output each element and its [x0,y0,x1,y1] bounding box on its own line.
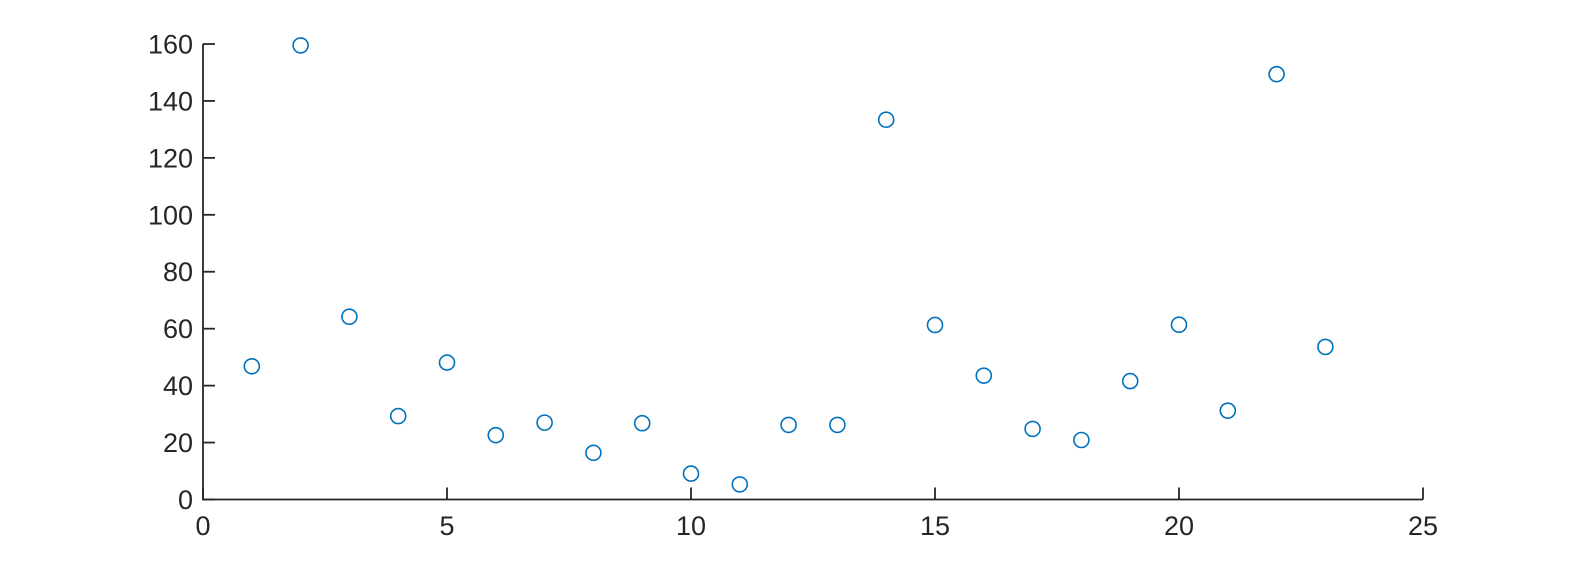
x-tick-label: 15 [920,511,950,541]
y-tick-label: 140 [148,86,193,116]
data-point-marker [1317,338,1334,356]
x-tick-label: 5 [439,511,454,541]
axis-spine [202,44,1423,501]
data-point-marker [1121,372,1139,390]
y-tick-label: 120 [148,143,193,173]
data-point-marker [1073,431,1090,449]
data-point-marker [487,426,505,444]
data-point-marker [633,414,651,432]
data-point-marker [536,414,553,431]
y-tick-label: 40 [163,371,193,401]
data-point-marker [780,416,797,434]
data-point-marker [243,357,261,375]
data-point-marker [438,354,456,371]
x-tick-label: 20 [1164,511,1194,541]
data-point-marker [877,111,895,129]
data-point-marker [341,308,358,326]
data-point-marker [1024,420,1041,438]
y-tick-label: 100 [148,200,193,230]
data-point-marker [1219,402,1237,419]
data-point-marker [731,476,749,493]
data-point-marker [1268,65,1285,83]
data-point-marker [292,37,309,54]
x-tick-label: 0 [195,511,210,541]
data-point-marker [1170,316,1188,334]
x-tick-label: 10 [676,511,706,541]
data-point-marker [829,416,846,434]
data-point-marker [389,407,407,425]
data-point-marker [926,316,944,334]
data-point-marker [585,444,602,462]
y-tick-label: 60 [163,314,193,344]
data-point-marker [975,367,993,384]
y-tick-label: 160 [148,29,193,59]
y-tick-label: 20 [163,428,193,458]
y-tick-label: 0 [178,485,193,515]
y-tick-label: 80 [163,257,193,287]
data-point-marker [682,465,700,482]
x-tick-label: 25 [1408,511,1438,541]
